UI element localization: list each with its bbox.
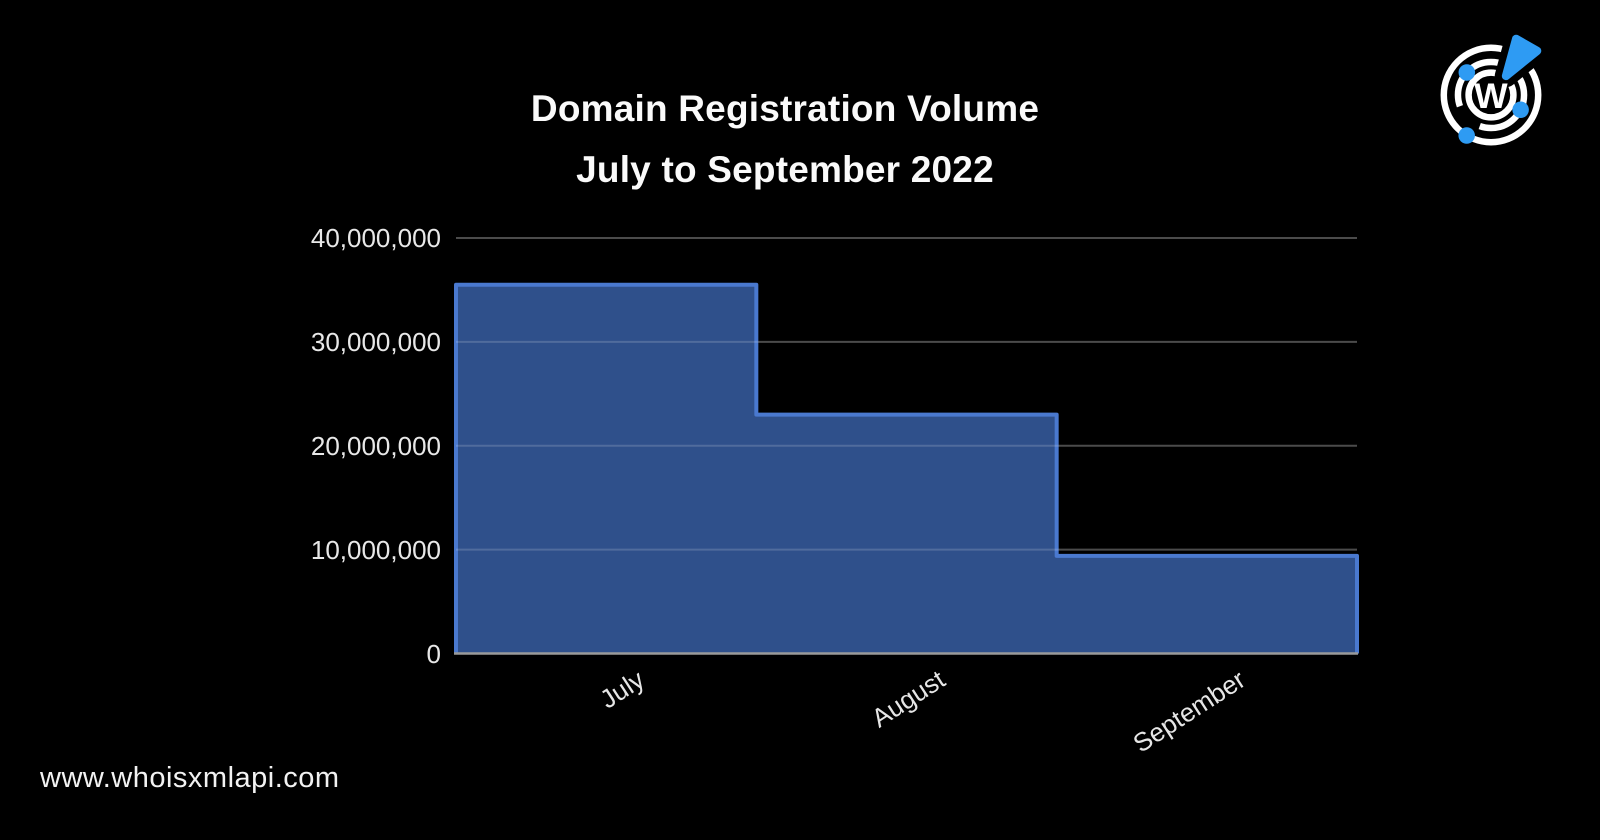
website-url: www.whoisxmlapi.com — [40, 762, 340, 794]
logo-beam-icon — [1501, 34, 1542, 81]
logo-middle-ring — [1454, 58, 1528, 132]
logo-dot-1 — [1458, 64, 1476, 81]
chart-title: Domain Registration Volume — [530, 88, 1040, 129]
area-fill — [456, 284, 1357, 654]
chart-subtitle: July to September 2022 — [576, 149, 994, 190]
logo-outer-ring — [1440, 44, 1542, 146]
logo-letter: W — [1474, 77, 1508, 116]
y-axis-tick-label: 30,000,000 — [310, 326, 441, 357]
logo-dot-2 — [1512, 101, 1529, 119]
whoisxmlapi-logo: W — [1432, 27, 1550, 154]
chart-header: Domain Registration Volume July to Septe… — [0, 90, 1570, 188]
logo-inner-ring — [1465, 69, 1517, 121]
area-outline — [454, 282, 1359, 654]
y-axis-tick-label: 10,000,000 — [310, 534, 441, 565]
y-axis-tick-label: 0 — [426, 638, 441, 669]
logo-dot-3 — [1458, 127, 1475, 144]
y-axis-tick-label: 40,000,000 — [310, 223, 441, 253]
y-axis-tick-label: 20,000,000 — [310, 430, 441, 461]
